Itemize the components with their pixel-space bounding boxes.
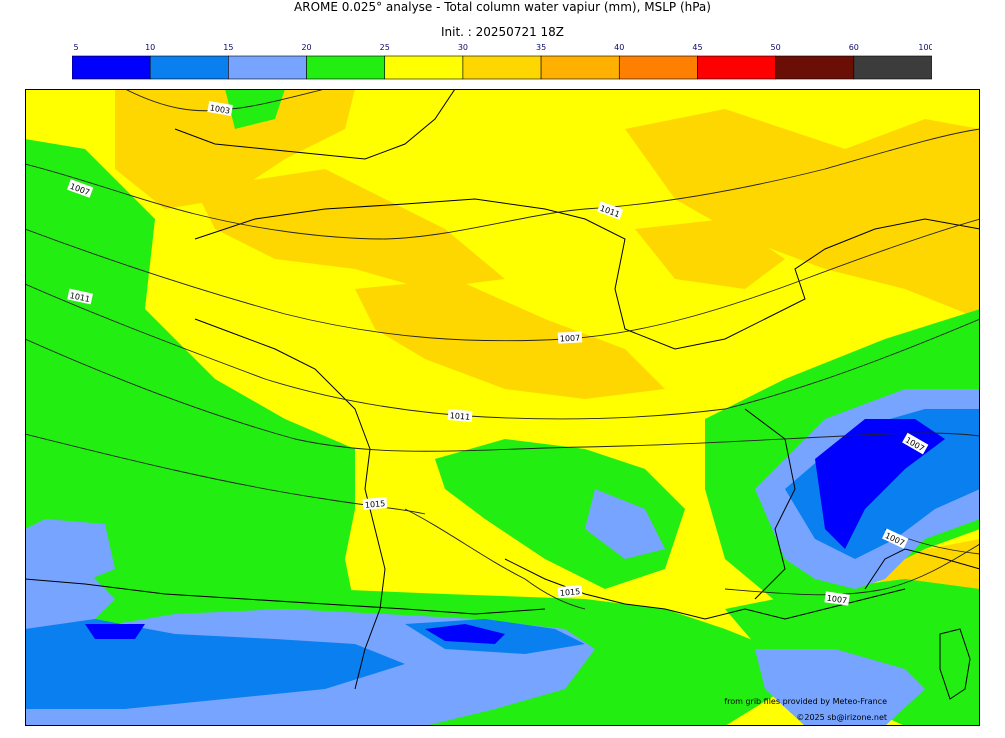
colorbar-swatch — [775, 55, 855, 80]
colorbar-swatch — [462, 55, 542, 80]
colorbar-swatch — [697, 55, 776, 80]
coastline-italy — [864, 548, 980, 590]
colorbar-tick-label: 45 — [692, 43, 702, 52]
isobar-label: 1015 — [557, 584, 583, 599]
border-alps — [744, 408, 796, 600]
colorbar-tick-label: 20 — [301, 43, 311, 52]
colorbar-tick-label: 25 — [380, 43, 390, 52]
field-green-uk — [225, 89, 285, 129]
init-time: Init. : 20250721 18Z — [440, 25, 565, 39]
isobar-label: 1007 — [557, 331, 583, 344]
isobar-1011 — [25, 283, 980, 420]
copyright-credit: ©2025 sb@irizone.net — [796, 713, 887, 722]
svg-text:1011: 1011 — [449, 411, 470, 422]
coastline-france — [194, 198, 980, 350]
isobar-1007-mid — [25, 218, 980, 342]
svg-text:1015: 1015 — [365, 499, 386, 510]
coastline-uk — [174, 89, 456, 160]
field-gold-east — [625, 109, 980, 319]
isobar-1015-south — [404, 508, 586, 610]
isobar-label: 1015 — [362, 496, 388, 511]
isobar-label: 1003 — [207, 101, 233, 117]
source-credit: from grib files provided by Meteo-France — [724, 697, 887, 706]
svg-text:1015: 1015 — [560, 587, 581, 598]
colorbar-swatch — [228, 55, 307, 80]
water-vapour-map: 1003 1007 1011 1007 1007 1011 — [25, 89, 980, 726]
isobar-label: 1007 — [824, 591, 850, 606]
isobar-1015 — [25, 433, 426, 515]
colorbar-swatch — [384, 55, 464, 80]
field-lightblue-bay — [25, 519, 115, 589]
svg-text:1003: 1003 — [209, 103, 231, 115]
colorbar-swatch — [149, 55, 229, 80]
isobar-label: 1011 — [447, 408, 473, 423]
field-gold-central — [355, 279, 665, 399]
coastline-corsica — [939, 628, 971, 700]
field-darkblue-alps — [815, 419, 945, 549]
border-pyrenees — [25, 578, 546, 615]
colorbar-swatch — [618, 55, 698, 80]
field-darkblue-pyrenees — [425, 624, 505, 644]
colorbar-tick-label: 5 — [73, 43, 78, 52]
field-green-atlantic — [25, 139, 355, 609]
colorbar-tick-label: 40 — [614, 43, 624, 52]
colorbar-tick-label: 30 — [458, 43, 468, 52]
colorbar-tick-label: 35 — [536, 43, 546, 52]
colorbar-swatch — [306, 55, 386, 80]
field-lightblue-massif — [585, 489, 665, 559]
colorbar-tick-label: 100 — [918, 43, 932, 52]
isobar-1007-north — [25, 128, 980, 240]
field-lightblue-sea — [755, 649, 925, 726]
isobar-label: 1011 — [67, 288, 93, 305]
colorbar-swatch — [540, 55, 620, 80]
field-gold-north — [115, 89, 355, 209]
field-blue-pyrenees — [25, 619, 405, 709]
svg-text:1007: 1007 — [826, 594, 847, 606]
colorbar-tick-label: 50 — [771, 43, 781, 52]
colorbar-tick-label: 15 — [223, 43, 233, 52]
field-gold-channel — [195, 169, 505, 289]
colorbar-tick-label: 10 — [145, 43, 155, 52]
svg-text:1011: 1011 — [69, 291, 91, 304]
colorbar-swatch — [853, 55, 932, 80]
isobar-1007-se — [724, 543, 980, 596]
field-gold-belgium — [635, 219, 785, 289]
colorbar-tick-label: 60 — [849, 43, 859, 52]
coastline-west — [194, 318, 386, 690]
colorbar-legend: 5 10 15 20 25 30 35 40 45 50 60 100 — [72, 43, 932, 80]
colorbar-swatch — [72, 55, 151, 80]
field-darkblue-west — [85, 624, 145, 639]
svg-text:1007: 1007 — [560, 333, 581, 343]
isobar-1011-south — [25, 338, 980, 452]
chart-title: AROME 0.025° analyse - Total column wate… — [294, 0, 711, 14]
